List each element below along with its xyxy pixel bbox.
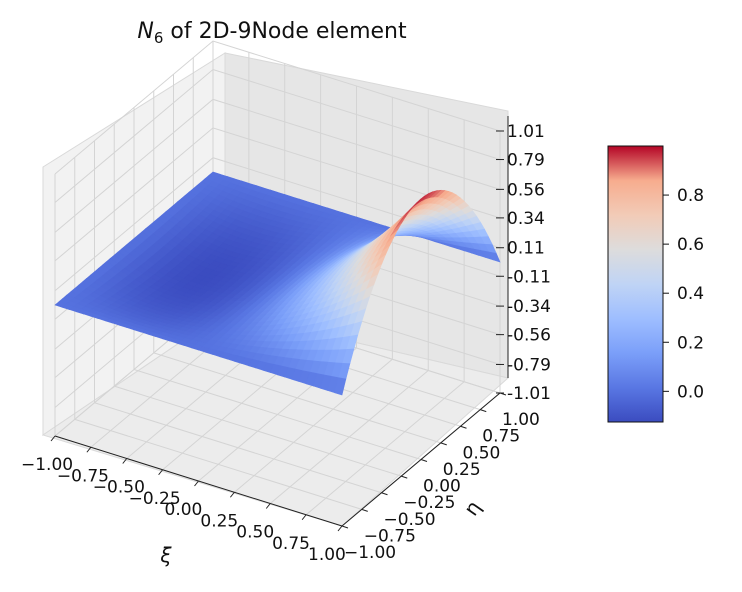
z-tick-label: 1.01 <box>507 122 545 142</box>
y-tick-label: −0.50 <box>384 510 436 530</box>
y-axis-label: η <box>459 496 486 520</box>
x-tick-mark <box>229 491 235 498</box>
y-gridline <box>153 90 441 444</box>
x-tick-label: −0.25 <box>129 489 181 509</box>
y-tick-mark <box>341 525 349 529</box>
colorbar-gradient <box>607 145 664 423</box>
x-tick-mark <box>122 458 128 464</box>
y-gridline <box>74 157 362 510</box>
z-tick-label: -0.34 <box>507 297 551 317</box>
colorbar: 0.0 0.2 0.4 0.6 0.8 <box>607 145 704 423</box>
x-tick-label: −0.50 <box>93 478 145 498</box>
x-tick-mark <box>194 480 199 487</box>
chart-title: N6 of 2D-9Node element <box>137 19 407 47</box>
z-tick-label: 0.11 <box>507 239 545 259</box>
y-tick-mark <box>480 409 487 413</box>
x-axis-label: ξ <box>159 543 172 567</box>
y-tick-mark <box>381 492 388 496</box>
title-symbol: N <box>137 19 153 44</box>
x-tick-label: −0.75 <box>57 466 109 486</box>
surface-plot <box>54 171 501 396</box>
y-tick-label: −0.25 <box>403 493 455 513</box>
x-tick-mark <box>337 525 343 532</box>
x-tick-label: 1.00 <box>308 545 346 565</box>
y-tick-label: −1.00 <box>344 543 396 563</box>
y-tick-label: −0.75 <box>364 526 416 546</box>
x-tick-label: 0.50 <box>236 523 274 543</box>
y-tick-label: 0.75 <box>482 427 520 447</box>
z-tick-label: 0.79 <box>507 151 545 171</box>
colorbar-tick-label: 0.4 <box>677 284 704 304</box>
z-tick-label: -0.79 <box>507 356 551 376</box>
y-tick-label: 1.00 <box>502 410 540 430</box>
y-gridline <box>94 140 382 494</box>
z-tick-label: 0.34 <box>507 209 545 229</box>
y-gridline <box>113 124 402 477</box>
y-gridline <box>133 107 422 460</box>
z-tick-labels: -1.01 -0.79 -0.56 -0.34 -0.11 0.11 0.34 0.56 0.7… <box>496 122 551 404</box>
y-tick-mark <box>420 459 428 462</box>
z-tick-label: 0.56 <box>507 180 545 200</box>
colorbar-tick-label: 0.0 <box>677 382 704 402</box>
x-tick-label: 0.25 <box>200 511 238 531</box>
x-tick-mark <box>301 514 307 521</box>
x-tick-label: 0.00 <box>165 500 203 520</box>
x-tick-labels: −1.00−0.75−0.50−0.250.000.250.500.751.00 <box>21 435 346 565</box>
y-tick-label: 0.00 <box>423 477 461 497</box>
colorbar-tick-label: 0.2 <box>677 333 704 353</box>
y-tick-mark <box>440 442 447 446</box>
colorbar-tick-label: 0.6 <box>677 235 704 255</box>
y-tick-label: 0.25 <box>443 460 481 480</box>
title-text: of 2D-9Node element <box>163 19 407 44</box>
z-tick-label: -0.56 <box>507 326 551 346</box>
title-subscript: 6 <box>154 29 164 47</box>
z-tick-label: -1.01 <box>507 384 551 404</box>
x-tick-mark <box>50 435 56 442</box>
x-tick-mark <box>158 469 164 476</box>
x-tick-label: −1.00 <box>21 455 73 475</box>
colorbar-ticks: 0.0 0.2 0.4 0.6 0.8 <box>663 186 704 402</box>
x-tick-label: 0.75 <box>272 534 310 554</box>
y-tick-labels: −1.00−0.75−0.50−0.250.000.250.500.751.00 <box>341 392 540 563</box>
z-tick-label: -0.11 <box>507 267 551 287</box>
surface-patch <box>334 377 347 396</box>
y-tick-mark <box>460 425 467 429</box>
x-tick-mark <box>265 503 271 509</box>
x-tick-mark <box>86 446 92 453</box>
y-tick-mark <box>361 508 368 512</box>
y-tick-label: 0.50 <box>463 443 501 463</box>
colorbar-tick-label: 0.8 <box>677 186 704 206</box>
y-tick-mark <box>401 475 408 479</box>
